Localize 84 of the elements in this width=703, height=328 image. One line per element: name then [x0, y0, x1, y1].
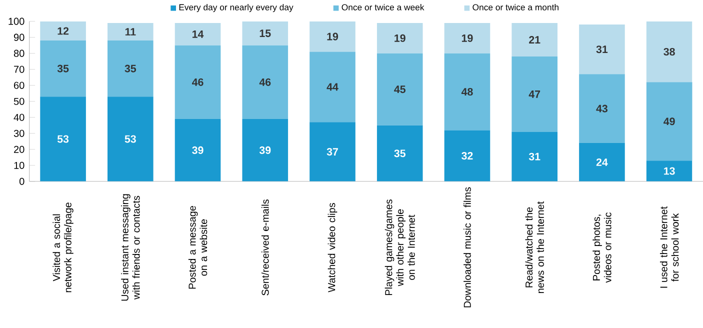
x-tick-label: Posted photos, videos or music — [592, 212, 612, 283]
bar — [40, 40, 86, 97]
data-label: 13 — [664, 167, 675, 175]
bar — [108, 22, 154, 40]
data-label: 49 — [664, 118, 675, 126]
bar — [646, 21, 692, 82]
data-label: 14 — [192, 30, 204, 38]
y-tick-label: 80 — [14, 50, 24, 57]
data-label: 19 — [394, 34, 406, 42]
bar — [376, 53, 423, 126]
x-tick-label: Used instant messaging with friends or contacts — [121, 194, 140, 301]
legend-label: Once or twice a month — [472, 4, 558, 10]
y-tick-label: 0 — [19, 178, 24, 185]
y-tick-label: 70 — [14, 66, 24, 73]
data-label: 35 — [394, 150, 406, 158]
data-label: 35 — [124, 64, 136, 72]
y-tick-label: 100 — [8, 18, 24, 25]
bar — [512, 132, 558, 182]
bar — [310, 52, 356, 122]
data-label: 15 — [260, 30, 271, 38]
bar — [376, 125, 423, 182]
bar — [174, 45, 221, 119]
data-label: 19 — [327, 32, 338, 40]
data-label: 32 — [462, 152, 473, 160]
y-tick-label: 10 — [14, 162, 24, 169]
bar — [310, 122, 356, 182]
data-label: 21 — [529, 36, 540, 44]
bar — [242, 21, 288, 46]
bar — [579, 142, 625, 182]
data-label: 19 — [462, 34, 473, 42]
bar — [242, 118, 288, 182]
data-label: 31 — [596, 46, 608, 54]
data-label: 46 — [259, 78, 271, 86]
y-tick-label: 30 — [14, 130, 24, 137]
legend-label: Every day or nearly every day — [179, 4, 294, 12]
bar — [512, 22, 558, 56]
bar — [512, 56, 558, 132]
bar — [376, 22, 423, 54]
data-label: 53 — [57, 135, 69, 143]
data-label: 12 — [58, 27, 69, 35]
data-label: 47 — [528, 90, 540, 98]
data-label: 53 — [124, 135, 136, 143]
bar — [444, 53, 490, 130]
x-tick-label: Sent/received e-mails — [261, 199, 269, 296]
bar — [40, 21, 86, 40]
x-tick-label: Watched video clips — [328, 202, 338, 292]
bar — [174, 22, 221, 46]
bar — [646, 82, 692, 161]
bar — [646, 160, 692, 182]
x-tick-label: I used the Internet for school work — [660, 206, 679, 288]
bar — [40, 96, 86, 182]
data-label: 38 — [664, 48, 675, 56]
data-label: 44 — [326, 83, 338, 91]
bar — [444, 22, 490, 54]
y-tick-label: 20 — [14, 146, 24, 153]
x-tick-label: Posted a message on a website — [188, 206, 208, 289]
data-label: 24 — [596, 158, 608, 166]
y-tick-label: 60 — [14, 82, 24, 89]
data-label: 39 — [259, 146, 271, 154]
x-tick-label: Visited a social network profile/page — [52, 202, 74, 292]
data-label: 37 — [326, 148, 338, 156]
bar — [108, 40, 154, 97]
bar — [310, 21, 356, 52]
data-label: 35 — [57, 64, 69, 72]
bar — [174, 118, 221, 182]
data-label: 45 — [394, 86, 406, 94]
y-tick-label: 90 — [14, 34, 24, 41]
data-label: 39 — [192, 146, 204, 154]
x-tick-label: Downloaded music or films — [464, 187, 471, 308]
x-tick-label: Read/watched the news on the Internet — [525, 201, 544, 293]
bar — [444, 130, 490, 182]
y-tick-label: 50 — [14, 98, 24, 105]
x-tick-label: Played games/games with other people on the Internet — [384, 199, 415, 295]
bar — [579, 74, 625, 143]
bar — [579, 24, 625, 74]
data-label: 46 — [192, 78, 204, 86]
data-label: 31 — [528, 152, 540, 160]
legend-label: Once or twice a week — [342, 4, 424, 10]
data-label: 48 — [461, 88, 473, 96]
bar — [108, 96, 154, 182]
bar — [242, 45, 288, 119]
data-label: 43 — [596, 104, 608, 112]
y-tick-label: 40 — [14, 114, 24, 121]
data-label: 11 — [125, 28, 136, 36]
